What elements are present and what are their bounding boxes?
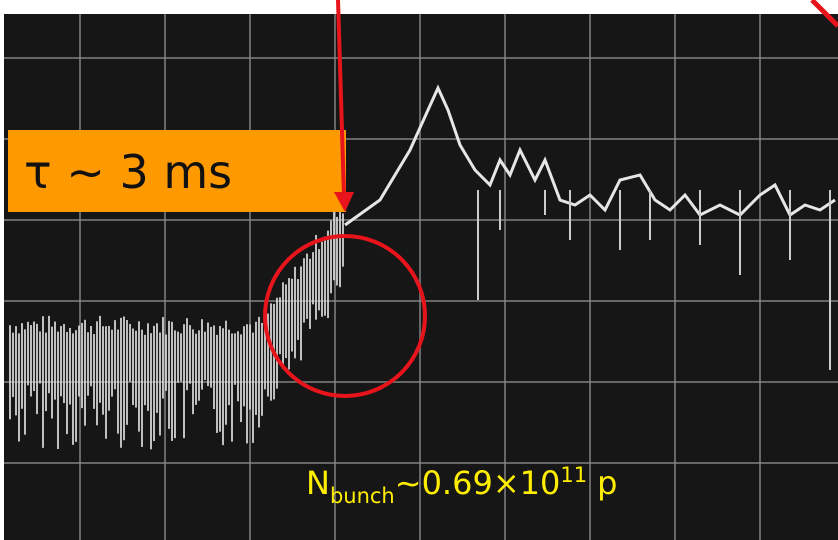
- arrow-head: [334, 192, 354, 212]
- arrow-line: [336, 0, 346, 197]
- tau-box: [8, 130, 346, 212]
- bunch-label: Nbunch~0.69×1011 p: [306, 463, 617, 508]
- arrow-line-2: [810, 0, 838, 28]
- bunch-subscript: bunch: [330, 484, 395, 508]
- bunch-value: ~0.69×10: [395, 464, 561, 502]
- trace-line: [344, 84, 836, 227]
- scope-grid: [4, 14, 838, 540]
- tau-label: τ ~ 3 ms: [24, 145, 232, 199]
- bunch-symbol: N: [306, 464, 330, 502]
- bunch-exponent: 11: [560, 463, 587, 487]
- highlight-circle: [263, 234, 427, 398]
- scope-trace: [9, 84, 836, 450]
- bunch-unit: p: [597, 464, 617, 502]
